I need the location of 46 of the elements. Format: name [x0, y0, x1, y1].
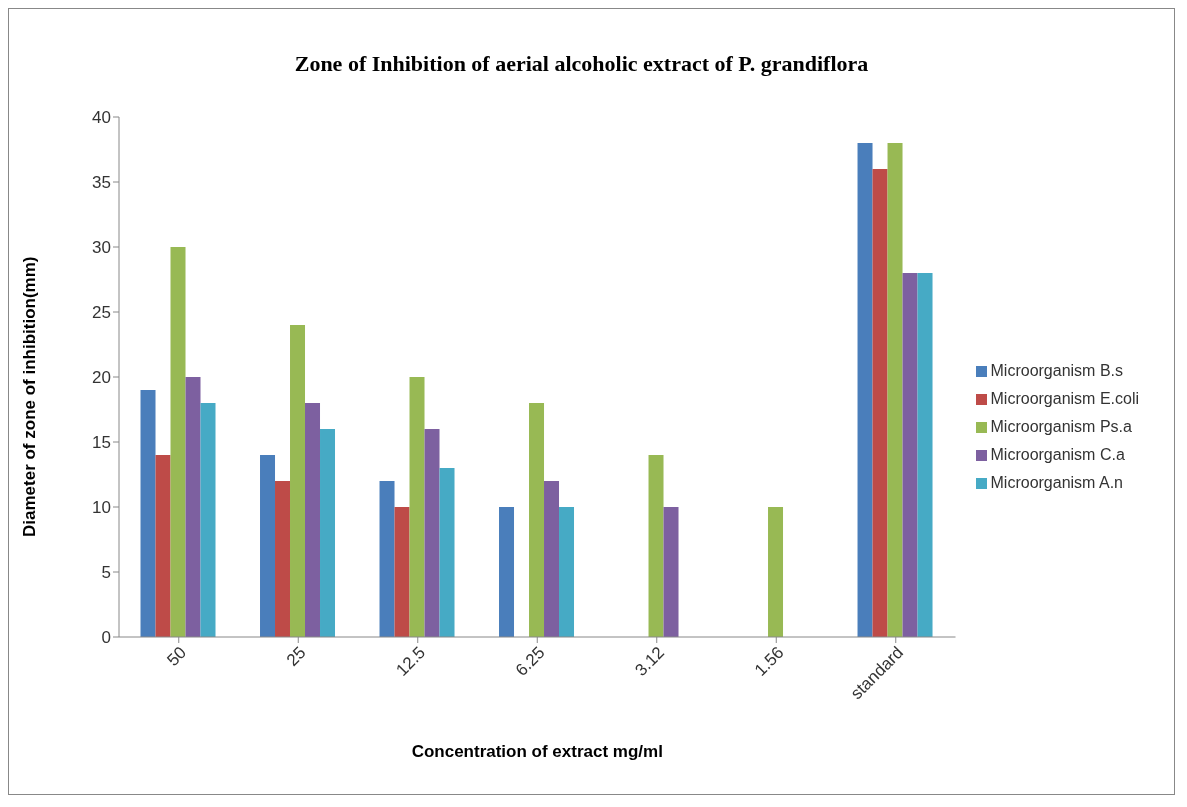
x-axis-title: Concentration of extract mg/ml [411, 742, 663, 761]
chart-title: Zone of Inhibition of aerial alcoholic extract of P. grandiflora [293, 51, 870, 77]
bar [648, 455, 664, 637]
legend-label: Microorganism A.n [990, 474, 1124, 491]
legend-label: Microorganism E.coli [990, 390, 1139, 407]
y-tick-label: 20 [92, 368, 111, 388]
bar [424, 429, 440, 637]
bar [155, 455, 171, 637]
bar [917, 273, 933, 637]
bar [663, 507, 679, 637]
bar [559, 507, 575, 637]
y-tick-label: 40 [92, 108, 111, 128]
y-tick-label: 5 [101, 563, 111, 583]
y-tick-label: 0 [101, 628, 111, 648]
bar [499, 507, 515, 637]
y-tick-label: 30 [92, 238, 111, 258]
x-tick-label: 50 [163, 642, 191, 670]
bar [872, 169, 888, 637]
bar [379, 481, 395, 637]
bar [185, 377, 201, 637]
bar [275, 481, 291, 637]
y-tick-label: 35 [92, 173, 111, 193]
x-tick-label: 25 [282, 642, 310, 670]
y-tick-label: 10 [92, 498, 111, 518]
bar [857, 143, 873, 637]
bar [170, 247, 186, 637]
bar [140, 390, 156, 637]
y-tick-label: 25 [92, 303, 111, 323]
bar [768, 507, 784, 637]
bar [394, 507, 410, 637]
bar [887, 143, 903, 637]
bar [439, 468, 455, 637]
bar [305, 403, 321, 637]
bar [902, 273, 918, 637]
bar [290, 325, 306, 637]
bar [200, 403, 216, 637]
bar [260, 455, 276, 637]
legend-label: Microorganism B.s [990, 362, 1123, 379]
bar [320, 429, 336, 637]
legend-label: Microorganism Ps.a [990, 418, 1132, 435]
bar [529, 403, 545, 637]
legend-label: Microorganism C.a [990, 446, 1125, 463]
bar [544, 481, 560, 637]
y-tick-label: 15 [92, 433, 111, 453]
y-axis-title: Diameter of zone of inhibition(mm) [20, 256, 40, 537]
bar [409, 377, 425, 637]
